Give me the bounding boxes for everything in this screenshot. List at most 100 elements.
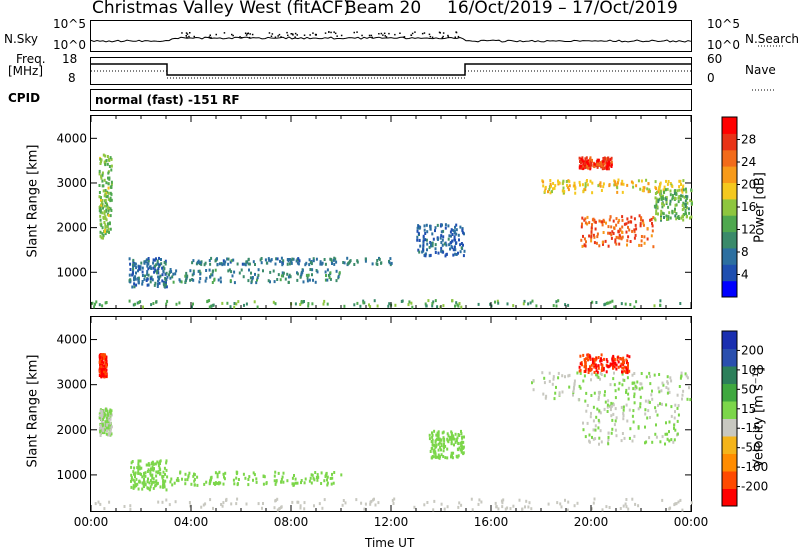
velocity-cell	[541, 371, 544, 375]
velocity-cell	[564, 498, 566, 502]
velocity-cell	[612, 364, 615, 368]
velocity-cell	[661, 402, 663, 406]
power-cell	[329, 257, 332, 261]
power-cell	[673, 210, 676, 213]
velocity-cell	[633, 434, 636, 438]
velocity-cell	[567, 374, 570, 378]
velocity-cell	[165, 498, 168, 502]
noise-search-dot	[334, 32, 337, 35]
power-cell	[170, 270, 173, 274]
velocity-cell	[583, 365, 586, 369]
velocity-cell	[108, 410, 111, 414]
power-cell	[623, 222, 626, 226]
power-cell	[436, 305, 439, 309]
velocity-cell	[686, 376, 689, 380]
x-tick-label: 08:00	[274, 515, 309, 529]
velocity-cell	[620, 405, 623, 409]
velocity-cell	[132, 486, 135, 490]
velocity-cell	[595, 373, 598, 377]
velocity-cell	[572, 389, 575, 393]
velocity-cell	[600, 357, 602, 361]
power-colorbar-swatch	[722, 247, 737, 265]
velocity-cell	[589, 355, 592, 359]
noise-search-dot	[239, 36, 241, 38]
power-cell	[419, 225, 422, 229]
power-cell	[683, 213, 685, 216]
power-cell	[324, 262, 327, 266]
power-cell	[669, 182, 672, 185]
power-cell	[555, 300, 558, 304]
power-cell	[158, 256, 160, 260]
noise-search-dot	[361, 34, 363, 37]
velocity-cell	[280, 480, 283, 484]
velocity-cell	[282, 471, 285, 475]
velocity-cell	[137, 462, 140, 466]
velocity-cell	[553, 397, 556, 401]
power-cell	[250, 271, 252, 275]
power-cell	[162, 282, 165, 286]
velocity-cell	[633, 381, 636, 385]
power-cell	[164, 276, 167, 280]
power-cell	[635, 300, 638, 304]
velocity-cell	[318, 502, 321, 506]
power-cell	[450, 245, 453, 248]
velocity-cell	[152, 480, 155, 484]
power-cell	[549, 179, 552, 182]
velocity-cell	[626, 419, 629, 423]
velocity-cell	[235, 502, 238, 506]
power-cell	[684, 199, 687, 203]
noise-search-dot	[330, 31, 332, 34]
velocity-cell	[101, 428, 104, 431]
velocity-cell	[582, 379, 585, 383]
power-cell	[102, 189, 105, 193]
noise-search-dot	[336, 35, 338, 37]
power-cell	[426, 242, 429, 246]
velocity-cell	[148, 463, 151, 467]
power-cell	[429, 227, 432, 231]
velocity-cell	[456, 436, 459, 440]
velocity-cell	[598, 436, 601, 440]
velocity-cell	[143, 485, 145, 488]
velocity-colorbar-tick-label: -100	[741, 460, 768, 474]
power-cell	[287, 275, 290, 279]
power-cell	[257, 273, 260, 277]
power-cell	[189, 269, 192, 273]
velocity-cell	[440, 442, 443, 446]
velocity-cell	[559, 502, 562, 506]
power-cell	[105, 159, 108, 162]
velocity-cell	[573, 504, 576, 508]
power-cell	[99, 234, 102, 238]
noise-search-dot	[429, 35, 432, 38]
noise-search-dot	[245, 34, 248, 36]
power-cell	[199, 272, 202, 276]
velocity-cell	[552, 375, 555, 379]
power-cell	[682, 201, 685, 205]
power-cell	[436, 236, 439, 240]
velocity-cell	[144, 483, 147, 487]
power-cell	[671, 211, 674, 215]
power-cell	[447, 224, 450, 228]
velocity-cell	[568, 373, 571, 377]
velocity-cell	[224, 471, 227, 475]
power-cell	[684, 202, 687, 206]
power-cell	[133, 277, 136, 281]
power-cell	[674, 197, 677, 201]
power-cell	[600, 164, 603, 168]
velocity-cell	[275, 479, 278, 483]
velocity-cell	[598, 420, 601, 424]
velocity-cell	[599, 411, 602, 415]
noise-search-dot	[294, 36, 296, 38]
velocity-cell	[450, 439, 453, 443]
power-cell	[594, 220, 597, 224]
power-cell	[132, 263, 135, 267]
velocity-cell	[171, 483, 174, 487]
velocity-ytick-label: 3000	[56, 378, 87, 392]
power-cell	[192, 278, 195, 282]
power-cell	[251, 276, 254, 279]
power-cell	[662, 194, 664, 198]
velocity-cell	[502, 498, 505, 502]
x-tick-label: 00:00	[674, 515, 709, 529]
velocity-cell	[101, 430, 104, 434]
velocity-cell	[193, 472, 195, 476]
velocity-cell	[108, 433, 111, 437]
